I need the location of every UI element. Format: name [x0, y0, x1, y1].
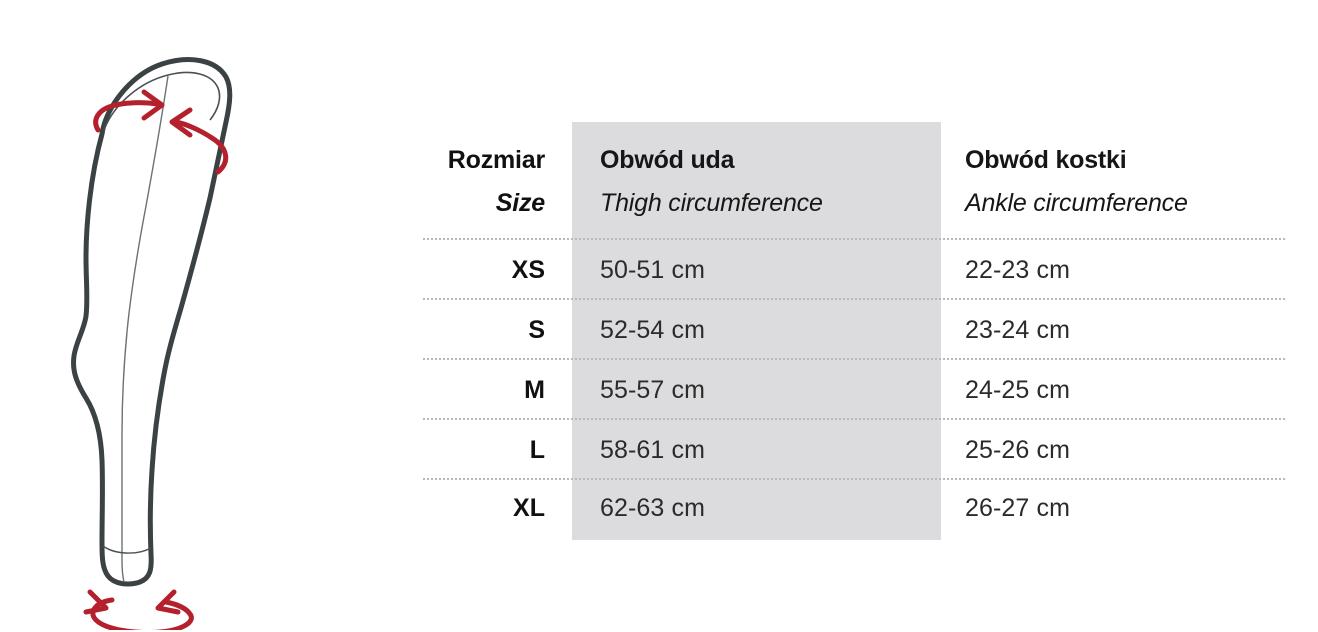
sleeve-outline: [71, 57, 233, 587]
sleeve-bottom-cuff: [102, 545, 152, 554]
column-header-ankle-en: Ankle circumference: [965, 189, 1188, 217]
row-separator: [423, 478, 1285, 481]
table-row-size: XS: [511, 256, 545, 284]
row-separator: [423, 298, 1285, 301]
row-separator: [423, 238, 1285, 241]
row-separator: [423, 418, 1285, 421]
table-row-ankle: 23-24 cm: [965, 316, 1071, 344]
leg-diagram: [40, 30, 280, 630]
table-row-thigh: 50-51 cm: [600, 256, 706, 284]
sleeve-top-rim: [103, 71, 221, 131]
table-row-ankle: 25-26 cm: [965, 436, 1071, 464]
ankle-arrow: [83, 589, 194, 630]
table-row-ankle: 26-27 cm: [965, 494, 1071, 522]
column-header-ankle-pl: Obwód kostki: [965, 146, 1127, 174]
column-header-size-en: Size: [495, 189, 545, 217]
table-row-thigh: 58-61 cm: [600, 436, 706, 464]
table-row-thigh: 62-63 cm: [600, 494, 706, 522]
table-row-ankle: 22-23 cm: [965, 256, 1071, 284]
sleeve-seam: [121, 75, 169, 583]
thigh-arrow-right: [169, 107, 229, 175]
row-separator: [423, 358, 1285, 361]
table-row-ankle: 24-25 cm: [965, 376, 1071, 404]
table-row-thigh: 55-57 cm: [600, 376, 706, 404]
thigh-arrow-left: [93, 89, 165, 133]
table-row-thigh: 52-54 cm: [600, 316, 706, 344]
table-row-size: XL: [513, 494, 545, 522]
column-header-thigh-pl: Obwód uda: [600, 146, 735, 174]
table-row-size: M: [524, 376, 545, 404]
thigh-column-highlight: [572, 122, 941, 540]
column-header-size-pl: Rozmiar: [447, 146, 545, 174]
table-row-size: L: [529, 436, 545, 464]
table-row-size: S: [528, 316, 545, 344]
column-header-thigh-en: Thigh circumference: [600, 189, 823, 217]
